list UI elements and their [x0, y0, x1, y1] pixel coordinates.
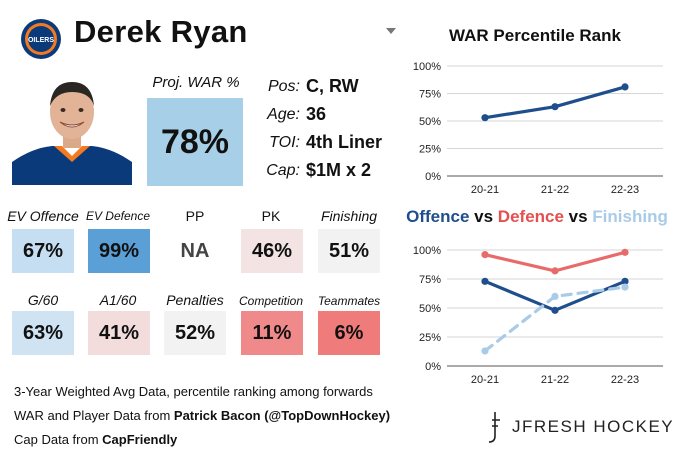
brand-text: JFRESH HOCKEY — [512, 417, 675, 436]
stat-box-teammates: 6% — [318, 311, 380, 355]
info-label-position: Pos: — [267, 78, 300, 95]
components-chart: 0% 25% 50% 75% 100% 20-21 21-22 22-23 — [413, 245, 663, 386]
chart2-title-offence: Offence — [406, 207, 470, 226]
team-logo: OILERS — [21, 19, 61, 59]
chart1-ytick-label: 100% — [413, 61, 441, 73]
chart1-xtick-label: 20-21 — [471, 184, 499, 196]
chart2-series-0-point — [481, 251, 489, 259]
projected-war-label: Proj. WAR % — [152, 74, 240, 91]
chart2-xtick-label: 21-22 — [541, 374, 569, 386]
stat-label-finishing: Finishing — [320, 208, 378, 224]
chart2-series-0-point — [551, 267, 559, 275]
chart2-series-1-point — [481, 277, 489, 285]
chart2-title-vs-2: vs — [563, 207, 593, 226]
stat-label-a160: A1/60 — [99, 292, 137, 308]
info-label-toi: TOI: — [269, 134, 300, 151]
stat-label-penalties: Penalties — [166, 292, 224, 308]
chart1-xtick-label: 21-22 — [541, 184, 569, 196]
stat-box-finishing: 51% — [318, 229, 380, 273]
stat-label-pp: PP — [185, 208, 205, 224]
footer-war-source-name: Patrick Bacon (@TopDownHockey) — [173, 408, 391, 423]
stat-label-g60: G/60 — [27, 292, 59, 308]
footer-war-source-prefix: WAR and Player Data from — [14, 408, 174, 423]
chart2-ytick-label: 50% — [419, 303, 441, 315]
info-value-cap: $1M x 2 — [306, 160, 372, 180]
stat-label-teammates: Teammates — [317, 294, 381, 308]
chart1-series-0-point — [621, 83, 629, 91]
stat-label-competition: Competition — [238, 294, 304, 308]
info-label-age: Age: — [267, 106, 300, 123]
brand: JFRESH HOCKEY — [486, 410, 674, 444]
chart2-xtick-label: 20-21 — [471, 374, 499, 386]
chart2-series-2-point — [551, 292, 559, 300]
chart2-series-1-point — [621, 277, 629, 285]
chart2-ytick-label: 100% — [413, 245, 441, 257]
chart2-xtick-label: 22-23 — [611, 374, 639, 386]
logo-inner — [28, 26, 54, 52]
info-label-cap: Cap: — [266, 162, 300, 179]
chart1-ytick-label: 75% — [419, 89, 441, 101]
chart2-ytick-label: 0% — [425, 361, 441, 373]
stat-box-g60: 63% — [12, 311, 74, 355]
chart1-ytick-label: 25% — [419, 144, 441, 156]
stat-box-competition: 11% — [241, 311, 303, 355]
stat-box-a160: 41% — [88, 311, 150, 355]
player-name: Derek Ryan — [74, 14, 248, 49]
chart2-title-defence: Defence — [497, 207, 564, 226]
chart1-xtick-label: 22-23 — [611, 184, 639, 196]
chevron-down-icon[interactable] — [386, 28, 396, 34]
logo-text: OILERS — [28, 37, 54, 44]
projected-war-value: 78% — [147, 98, 243, 186]
stat-label-ev-offence: EV Offence — [7, 208, 79, 224]
brand-mark-icon — [488, 412, 500, 443]
chart1-series-0-point — [481, 114, 489, 122]
stat-box-pk: 46% — [241, 229, 303, 273]
stat-box-penalties: 52% — [164, 311, 226, 355]
war-percentile-chart: 0% 25% 50% 75% 100% 20-21 21-22 22-23 — [413, 61, 663, 196]
chart2-ytick-label: 25% — [419, 332, 441, 344]
info-value-age: 36 — [306, 104, 327, 124]
stat-box-pp: NA — [164, 229, 226, 273]
stat-label-ev-defence: EV Defence — [85, 209, 151, 223]
chart2-ytick-label: 75% — [419, 274, 441, 286]
chart2-title-finishing: Finishing — [592, 207, 668, 226]
chart2-series-0-point — [621, 248, 629, 256]
chart2-series-2-point — [621, 283, 629, 291]
footer-cap-source-name: CapFriendly — [102, 432, 178, 447]
footer-war-source: WAR and Player Data from Patrick Bacon (… — [14, 408, 390, 423]
stat-box-ev-offence: 67% — [12, 229, 74, 273]
chart2-series-2-point — [481, 347, 489, 355]
chart2-title-vs-1: vs — [469, 207, 498, 226]
chart1-title: WAR Percentile Rank — [449, 26, 621, 45]
chart1-series-0-point — [551, 103, 559, 111]
chart2-title: Offence vs Defence vs Finishing — [404, 207, 670, 227]
footer-note: 3-Year Weighted Avg Data, percentile ran… — [14, 384, 373, 399]
stat-box-ev-defence: 99% — [88, 229, 150, 273]
footer-cap-source-prefix: Cap Data from — [14, 432, 103, 447]
chart1-ytick-label: 50% — [419, 116, 441, 128]
player-photo — [12, 70, 132, 185]
chart1-series-0-line — [483, 85, 627, 120]
info-value-toi: 4th Liner — [306, 132, 383, 152]
footer-cap-source: Cap Data from CapFriendly — [14, 432, 177, 447]
info-value-position: C, RW — [306, 76, 359, 96]
chart2-series-1-point — [551, 306, 559, 314]
stat-label-pk: PK — [261, 208, 281, 224]
chart1-ytick-label: 0% — [425, 171, 441, 183]
